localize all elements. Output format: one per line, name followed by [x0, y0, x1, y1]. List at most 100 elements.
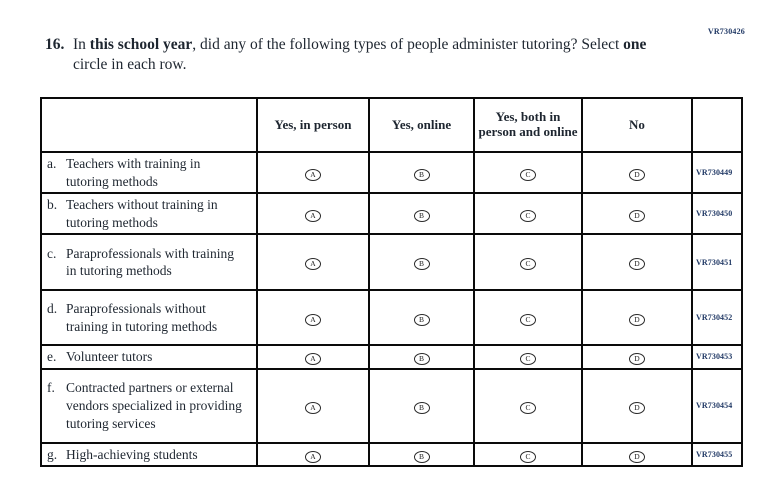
answer-bubble-d[interactable]: D	[629, 450, 645, 463]
vr-code-cell: VR730455	[691, 441, 743, 468]
answer-matrix-table: Yes, in person Yes, online Yes, both in …	[40, 97, 743, 468]
table-row-b: b. Teachers without training in tutoring …	[40, 192, 743, 236]
row-label-text: Paraprofessionals without training in tu…	[66, 301, 218, 334]
cell-yes-online: B	[368, 192, 475, 236]
vr-code-cell: VR730452	[691, 289, 743, 347]
header-blank	[40, 97, 258, 153]
header-row: Yes, in person Yes, online Yes, both in …	[40, 97, 743, 153]
row-label-text: Paraprofessionals with training in tutor…	[66, 245, 234, 279]
answer-bubble-a[interactable]: A	[305, 168, 321, 181]
table-row-e: e. Volunteer tutors A B C D VR730453	[40, 344, 743, 370]
vr-code-cell: VR730450	[691, 192, 743, 236]
row-label-text: Teachers without training in tutoring me…	[66, 197, 218, 230]
question-text-segment: circle in each row.	[73, 55, 187, 73]
answer-bubble-c[interactable]: C	[520, 168, 536, 181]
row-label-text: Contracted partners or external vendors …	[66, 380, 242, 431]
row-label-e: e. Volunteer tutors	[40, 344, 258, 370]
answer-bubble-c[interactable]: C	[520, 313, 536, 326]
answer-bubble-b[interactable]: B	[413, 168, 430, 181]
row-label-text: Volunteer tutors	[66, 349, 153, 365]
header-code-blank	[691, 97, 743, 153]
question-text-segment: one	[623, 36, 647, 53]
answer-bubble-d[interactable]: D	[629, 209, 645, 222]
vr-code-cell: VR730449	[691, 150, 743, 195]
header-yes-in-person: Yes, in person	[256, 97, 370, 153]
vr-code-cell: VR730453	[691, 344, 743, 370]
question-text-segment: , did any of the following types of peop…	[192, 36, 624, 53]
question-text: In this school year, did any of the foll…	[73, 35, 665, 75]
cell-no: D	[581, 367, 693, 444]
cell-no: D	[581, 233, 693, 292]
row-letter: b.	[47, 197, 58, 213]
row-label-d: d. Paraprofessionals without training in …	[40, 289, 258, 347]
answer-bubble-b[interactable]: B	[413, 401, 430, 414]
cell-yes-in-person: A	[256, 367, 370, 444]
answer-bubble-b[interactable]: B	[413, 352, 430, 365]
cell-yes-both: C	[473, 233, 583, 292]
answer-bubble-a[interactable]: A	[305, 258, 321, 271]
answer-bubble-d[interactable]: D	[629, 258, 645, 271]
row-label-g: g. High-achieving students	[40, 441, 258, 468]
question-number: 16.	[45, 36, 65, 53]
cell-yes-online: B	[368, 367, 475, 444]
answer-bubble-a[interactable]: A	[305, 352, 321, 365]
answer-bubble-b[interactable]: B	[413, 313, 430, 326]
answer-bubble-c[interactable]: C	[520, 352, 536, 365]
answer-bubble-d[interactable]: D	[629, 352, 645, 365]
vr-code-cell: VR730451	[691, 233, 743, 292]
cell-yes-in-person: A	[256, 344, 370, 370]
cell-yes-both: C	[473, 344, 583, 370]
question-text-segment: this school year	[89, 36, 193, 53]
row-label-text: Teachers with training in tutoring metho…	[66, 156, 201, 189]
answer-bubble-c[interactable]: C	[520, 450, 536, 463]
answer-bubble-a[interactable]: A	[305, 450, 321, 463]
form-code-top-right: VR730426	[707, 27, 745, 36]
answer-bubble-c[interactable]: C	[520, 209, 536, 222]
question-text-segment: In	[73, 36, 90, 53]
row-letter: f.	[47, 380, 55, 396]
answer-bubble-b[interactable]: B	[413, 450, 430, 463]
row-label-a: a. Teachers with training in tutoring met…	[40, 150, 258, 195]
answer-bubble-c[interactable]: C	[520, 258, 536, 271]
cell-no: D	[581, 441, 693, 468]
table-row-f: f. Contracted partners or external vendor…	[40, 367, 743, 444]
answer-bubble-a[interactable]: A	[305, 401, 321, 414]
answer-bubble-a[interactable]: A	[305, 313, 321, 326]
answer-bubble-b[interactable]: B	[413, 209, 430, 222]
cell-yes-online: B	[368, 289, 475, 347]
cell-yes-both: C	[473, 150, 583, 195]
header-yes-both: Yes, both in person and online	[473, 97, 583, 153]
cell-no: D	[581, 344, 693, 370]
cell-yes-both: C	[473, 192, 583, 236]
cell-yes-both: C	[473, 367, 583, 444]
answer-bubble-c[interactable]: C	[520, 401, 536, 414]
table-row-c: c. Paraprofessionals with training in tut…	[40, 233, 743, 292]
cell-no: D	[581, 289, 693, 347]
row-label-c: c. Paraprofessionals with training in tut…	[40, 233, 258, 292]
answer-bubble-d[interactable]: D	[629, 313, 645, 326]
cell-yes-in-person: A	[256, 150, 370, 195]
cell-yes-online: B	[368, 150, 475, 195]
answer-bubble-d[interactable]: D	[629, 168, 645, 181]
table-row-d: d. Paraprofessionals without training in …	[40, 289, 743, 347]
row-letter: a.	[47, 156, 57, 171]
header-no: No	[581, 97, 693, 153]
answer-bubble-a[interactable]: A	[305, 209, 321, 222]
row-letter: d.	[47, 301, 58, 317]
table-row-g: g. High-achieving students A B C D VR7304…	[40, 441, 743, 468]
header-yes-online: Yes, online	[368, 97, 475, 153]
cell-yes-online: B	[368, 441, 475, 468]
cell-no: D	[581, 192, 693, 236]
row-label-f: f. Contracted partners or external vendor…	[40, 367, 258, 444]
question-block: 16. In this school year, did any of the …	[45, 35, 665, 75]
answer-bubble-b[interactable]: B	[413, 258, 430, 271]
cell-yes-both: C	[473, 289, 583, 347]
cell-yes-in-person: A	[256, 289, 370, 347]
answer-bubble-d[interactable]: D	[629, 401, 645, 414]
cell-yes-in-person: A	[256, 192, 370, 236]
cell-yes-both: C	[473, 441, 583, 468]
cell-no: D	[581, 150, 693, 195]
row-letter: c.	[47, 245, 57, 261]
table-row-a: a. Teachers with training in tutoring met…	[40, 150, 743, 195]
